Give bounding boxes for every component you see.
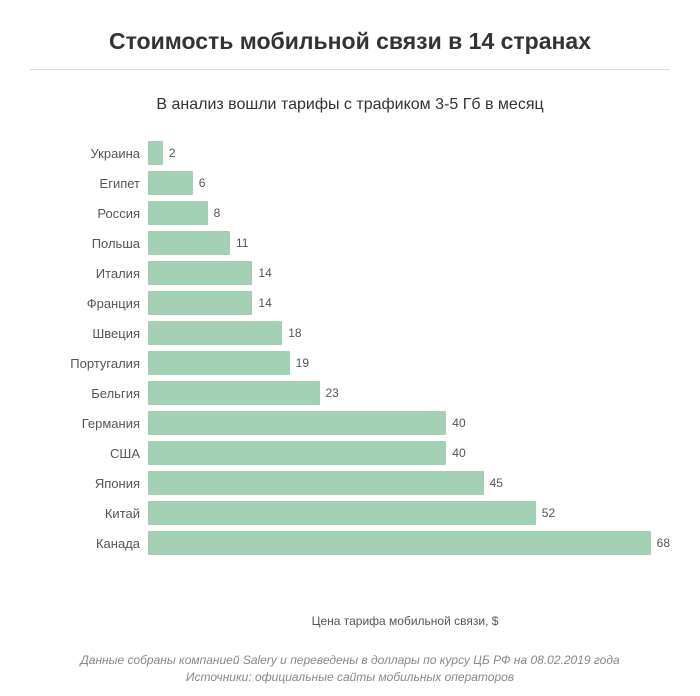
bar-track: 14 [148, 288, 670, 318]
bar [148, 381, 320, 404]
bar-row: Португалия 19 [30, 348, 670, 378]
value-label: 23 [326, 386, 339, 400]
value-label: 8 [214, 206, 221, 220]
bar-track: 18 [148, 318, 670, 348]
footer-line-2: Источники: официальные сайты мобильных о… [30, 669, 670, 686]
bar-row: Италия 14 [30, 258, 670, 288]
value-label: 68 [657, 536, 670, 550]
bar-row: Польша 11 [30, 228, 670, 258]
chart-container: Стоимость мобильной связи в 14 странах В… [0, 0, 700, 696]
category-label: Германия [30, 416, 148, 431]
value-label: 52 [542, 506, 555, 520]
bar-track: 14 [148, 258, 670, 288]
chart-subtitle: В анализ вошли тарифы с трафиком 3-5 Гб … [30, 96, 670, 114]
bar-track: 19 [148, 348, 670, 378]
category-label: США [30, 446, 148, 461]
bar [148, 231, 230, 254]
value-label: 18 [288, 326, 301, 340]
bar-row: Германия 40 [30, 408, 670, 438]
bar-row: Китай 52 [30, 498, 670, 528]
bar-row: Франция 14 [30, 288, 670, 318]
bar-track: 6 [148, 168, 670, 198]
category-label: Швеция [30, 326, 148, 341]
category-label: Украина [30, 146, 148, 161]
bar-row: Украина 2 [30, 138, 670, 168]
bar-row: Россия 8 [30, 198, 670, 228]
bar [148, 471, 484, 494]
bar-track: 40 [148, 438, 670, 468]
bar-track: 2 [148, 138, 670, 168]
footer-line-1: Данные собраны компанией Salery и переве… [30, 652, 670, 669]
bar-track: 11 [148, 228, 670, 258]
value-label: 6 [199, 176, 206, 190]
category-label: Россия [30, 206, 148, 221]
bars-area: Украина2Египет6Россия8Польша11Италия14Фр… [30, 138, 670, 610]
bar-row: Египет 6 [30, 168, 670, 198]
bar [148, 411, 446, 434]
bar [148, 501, 536, 524]
bar-row: США 40 [30, 438, 670, 468]
value-label: 19 [296, 356, 309, 370]
bar-row: Бельгия 23 [30, 378, 670, 408]
bar-track: 23 [148, 378, 670, 408]
category-label: Польша [30, 236, 148, 251]
bar-track: 68 [148, 528, 670, 558]
bar [148, 291, 252, 314]
value-label: 14 [258, 266, 271, 280]
x-axis-label: Цена тарифа мобильной связи, $ [30, 614, 670, 628]
bar-row: Швеция 18 [30, 318, 670, 348]
category-label: Китай [30, 506, 148, 521]
category-label: Франция [30, 296, 148, 311]
value-label: 14 [258, 296, 271, 310]
category-label: Египет [30, 176, 148, 191]
category-label: Бельгия [30, 386, 148, 401]
title-divider [30, 69, 670, 70]
bar-track: 40 [148, 408, 670, 438]
bar-track: 8 [148, 198, 670, 228]
category-label: Португалия [30, 356, 148, 371]
bar [148, 201, 208, 224]
value-label: 45 [490, 476, 503, 490]
chart-footer: Данные собраны компанией Salery и переве… [30, 652, 670, 686]
bar-track: 45 [148, 468, 670, 498]
category-label: Канада [30, 536, 148, 551]
category-label: Япония [30, 476, 148, 491]
bar [148, 141, 163, 164]
bar-row: Япония 45 [30, 468, 670, 498]
bar [148, 261, 252, 284]
value-label: 40 [452, 416, 465, 430]
bar-track: 52 [148, 498, 670, 528]
value-label: 2 [169, 146, 176, 160]
chart-title: Стоимость мобильной связи в 14 странах [30, 28, 670, 55]
bar [148, 441, 446, 464]
bar [148, 171, 193, 194]
bar-row: Канада 68 [30, 528, 670, 558]
bar [148, 531, 651, 554]
bar [148, 351, 290, 374]
bar [148, 321, 282, 344]
category-label: Италия [30, 266, 148, 281]
value-label: 11 [236, 236, 248, 250]
value-label: 40 [452, 446, 465, 460]
